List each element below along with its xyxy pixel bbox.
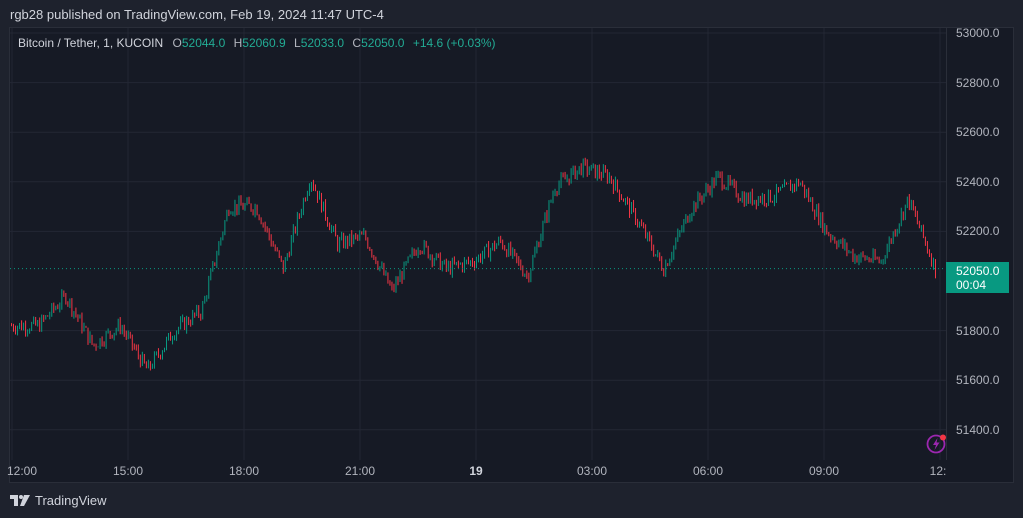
time-tick-label: 15:00 <box>112 464 144 478</box>
price-tick-label: 52400.0 <box>956 174 1000 189</box>
price-tick-label: 52600.0 <box>956 125 1000 140</box>
time-tick-label: 12: <box>929 464 947 478</box>
bar-countdown: 00:04 <box>956 277 987 292</box>
last-price-tag: 52050.0 00:04 <box>946 261 1009 293</box>
price-tick-label: 51400.0 <box>956 422 1000 437</box>
tradingview-brand: TradingView <box>35 493 107 508</box>
tradingview-logo-icon <box>10 494 30 506</box>
time-tick-label: 09:00 <box>808 464 840 478</box>
publish-info: rgb28 published on TradingView.com, Feb … <box>10 7 384 22</box>
close-value: 52050.0 <box>361 36 405 50</box>
plot-area[interactable]: Bitcoin / Tether, 1, KUCOIN O52044.0 H52… <box>10 28 947 460</box>
low-value: 52033.0 <box>300 36 345 50</box>
open-label: O <box>172 36 182 50</box>
price-tick-label: 53000.0 <box>956 26 1000 40</box>
price-tick-label: 51800.0 <box>956 323 1000 338</box>
symbol-name[interactable]: Bitcoin / Tether, 1, KUCOIN <box>18 36 164 50</box>
change-value: +14.6 (+0.03%) <box>412 36 496 50</box>
time-tick-label: 19 <box>469 464 483 478</box>
chart-panel: Bitcoin / Tether, 1, KUCOIN O52044.0 H52… <box>6 26 1014 483</box>
price-tick-label: 51600.0 <box>956 373 1000 388</box>
candlestick-chart <box>10 28 946 460</box>
time-tick-label: 12:00 <box>6 464 38 478</box>
high-value: 52060.9 <box>242 36 286 50</box>
time-tick-label: 18:00 <box>228 464 260 478</box>
alert-bolt-icon[interactable] <box>926 433 948 455</box>
time-tick-label: 21:00 <box>344 464 376 478</box>
tradingview-logo[interactable]: TradingView <box>10 493 107 508</box>
low-label: L <box>294 36 301 50</box>
open-value: 52044.0 <box>181 36 226 50</box>
price-tick-label: 52200.0 <box>956 224 1000 239</box>
high-label: H <box>233 36 243 50</box>
time-tick-label: 03:00 <box>576 464 608 478</box>
last-price: 52050.0 <box>956 263 1000 278</box>
symbol-legend: Bitcoin / Tether, 1, KUCOIN O52044.0 H52… <box>18 36 501 50</box>
time-axis[interactable]: 12:00 15:00 18:00 21:00 19 03:00 06:00 09:00 12: <box>6 460 947 482</box>
time-tick-label: 06:00 <box>692 464 724 478</box>
price-tick-label: 52800.0 <box>956 75 1000 90</box>
close-label: C <box>352 36 362 50</box>
price-axis[interactable]: 53000.0 52800.0 52600.0 52400.0 52200.0 51800… <box>946 26 1013 482</box>
